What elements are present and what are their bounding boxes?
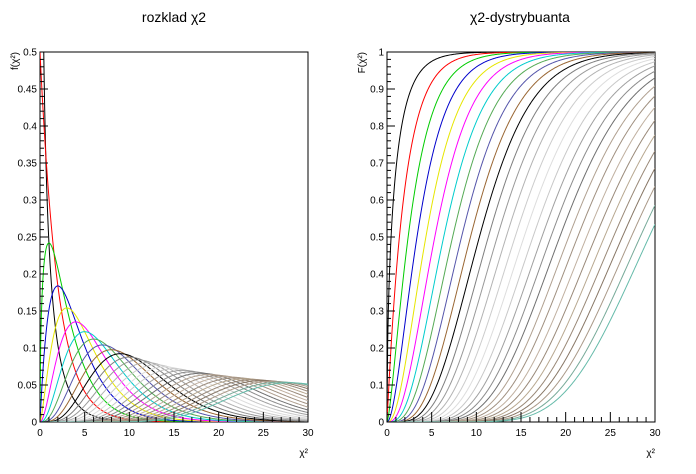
- cdf-series-k26: [387, 150, 655, 422]
- cdf-y-tick-label: 0.5: [370, 233, 384, 244]
- cdf-y-tick-label: 0.7: [370, 159, 384, 170]
- cdf-y-tick-label: 1: [378, 48, 384, 59]
- cdf-series-k2: [387, 52, 655, 422]
- cdf-x-tick-label: 0: [384, 428, 390, 439]
- pdf-series-k27: [40, 380, 308, 422]
- pdf-y-tick-label: 0: [31, 418, 37, 429]
- cdf-series-k13: [387, 53, 655, 422]
- cdf-y-tick-label: 0.9: [370, 85, 384, 96]
- pdf-y-tick-label: 0.05: [18, 381, 38, 392]
- pdf-y-tick-label: 0.1: [23, 344, 37, 355]
- cdf-series-k4: [387, 52, 655, 422]
- cdf-series-k3: [387, 52, 655, 422]
- pdf-x-tick-label: 0: [37, 428, 43, 439]
- pdf-x-tick-label: 25: [258, 428, 270, 439]
- pdf-title: rozklad χ2: [142, 9, 206, 25]
- pdf-y-axis-label: f(χ²): [10, 52, 21, 70]
- cdf-series-k15: [387, 55, 655, 422]
- cdf-y-axis-label: F(χ²): [357, 52, 368, 73]
- cdf-series-k17: [387, 61, 655, 422]
- cdf-series-k1: [387, 52, 655, 422]
- pdf-y-tick-label: 0.3: [23, 196, 37, 207]
- cdf-series-k5: [387, 52, 655, 422]
- cdf-series-k24: [387, 120, 655, 422]
- cdf-y-tick-label: 0.8: [370, 122, 384, 133]
- cdf-x-axis-label: χ²: [646, 448, 655, 459]
- pdf-x-tick-label: 15: [168, 428, 180, 439]
- cdf-series-k27: [387, 168, 655, 422]
- cdf-x-tick-label: 15: [515, 428, 527, 439]
- cdf-x-tick-label: 20: [560, 428, 572, 439]
- cdf-axes: 0 5 10 15 20 25 30 0 0.1 0.2 0.3 0.4 0.5 0.6 0.7 0.8 0.9…: [370, 48, 661, 440]
- cdf-y-tick-label: 0.2: [370, 344, 384, 355]
- cdf-x-tick-label: 5: [429, 428, 435, 439]
- cdf-series-k28: [387, 186, 655, 422]
- cdf-series-k22: [387, 95, 655, 422]
- cdf-series-k12: [387, 52, 655, 422]
- cdf-panel: χ2-dystrybuanta 0 5 10 15 20 25 30 0 0.1 0.2 0.3 0.…: [357, 9, 661, 459]
- cdf-x-tick-label: 10: [471, 428, 483, 439]
- cdf-series-k11: [387, 52, 655, 422]
- pdf-y-tick-label: 0.2: [23, 270, 37, 281]
- pdf-panel: rozklad χ2 0 5 10 15 20 25 30 0 0.05 0.1 0.15 0.2 0.…: [10, 9, 314, 459]
- pdf-x-tick-label: 30: [302, 428, 314, 439]
- pdf-x-tick-label: 20: [213, 428, 225, 439]
- cdf-y-tick-label: 0: [378, 418, 384, 429]
- cdf-series-k10: [387, 52, 655, 422]
- cdf-y-tick-label: 0.6: [370, 196, 384, 207]
- pdf-series-k2: [40, 52, 308, 422]
- pdf-plot-frame: [39, 51, 309, 423]
- pdf-y-tick-label: 0.15: [18, 307, 38, 318]
- cdf-series-k29: [387, 204, 655, 422]
- cdf-y-tick-label: 0.3: [370, 307, 384, 318]
- cdf-plot-frame: [386, 51, 656, 423]
- cdf-x-tick-label: 30: [649, 428, 661, 439]
- cdf-series-k6: [387, 52, 655, 422]
- pdf-y-tick-label: 0.5: [23, 48, 37, 59]
- cdf-series-k16: [387, 58, 655, 422]
- cdf-x-tick-label: 25: [605, 428, 617, 439]
- pdf-x-tick-label: 5: [82, 428, 88, 439]
- cdf-y-tick-label: 0.4: [370, 270, 384, 281]
- cdf-series-k9: [387, 52, 655, 422]
- pdf-x-tick-label: 10: [124, 428, 136, 439]
- pdf-axes: 0 5 10 15 20 25 30 0 0.05 0.1 0.15 0.2 0.25 0.3 0.35 0.…: [18, 48, 314, 440]
- cdf-series-k7: [387, 52, 655, 422]
- pdf-y-tick-label: 0.35: [18, 159, 38, 170]
- cdf-series-k25: [387, 134, 655, 422]
- cdf-series-k8: [387, 52, 655, 422]
- cdf-title: χ2-dystrybuanta: [470, 9, 570, 25]
- cdf-series-k14: [387, 54, 655, 422]
- cdf-curves: [387, 52, 655, 422]
- cdf-y-tick-label: 0.1: [370, 381, 384, 392]
- pdf-curves: [40, 52, 308, 422]
- pdf-y-tick-label: 0.25: [18, 233, 38, 244]
- pdf-series-k1: [43, 52, 308, 422]
- pdf-x-axis-label: χ²: [299, 448, 308, 459]
- pdf-y-tick-label: 0.45: [18, 85, 38, 96]
- pdf-y-tick-label: 0.4: [23, 122, 37, 133]
